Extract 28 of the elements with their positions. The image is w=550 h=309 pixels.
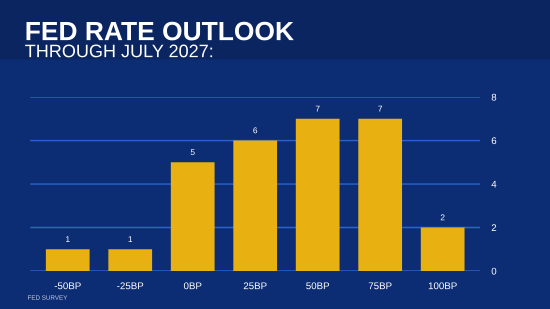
x-tick-label: 100BP xyxy=(428,282,457,290)
data-label: 6 xyxy=(253,127,258,134)
x-tick-label: 75BP xyxy=(368,282,392,290)
data-label: 5 xyxy=(190,149,195,156)
bar xyxy=(108,249,152,271)
data-label: 1 xyxy=(128,236,132,242)
data-label: 1 xyxy=(66,236,70,242)
x-tick-label: 0BP xyxy=(184,282,202,290)
bar xyxy=(170,162,215,271)
bar xyxy=(46,249,90,271)
y-tick-label: 2 xyxy=(492,224,496,232)
bar xyxy=(233,140,278,271)
chart-subtitle: THROUGH JULY 2027: xyxy=(25,44,212,58)
y-tick-label: 8 xyxy=(492,94,496,101)
bar xyxy=(420,228,465,271)
y-tick-label: 6 xyxy=(492,137,496,144)
bar xyxy=(296,118,340,271)
x-tick-label: 50BP xyxy=(306,282,330,290)
bar xyxy=(358,118,402,271)
data-label: 7 xyxy=(378,106,382,112)
y-tick-label: 0 xyxy=(492,268,496,275)
x-tick-label: 25BP xyxy=(244,282,267,290)
data-label: 7 xyxy=(316,106,320,112)
x-tick-label: -50BP xyxy=(54,282,81,290)
data-label: 2 xyxy=(440,214,445,220)
chart-title: FED RATE OUTLOOK xyxy=(26,22,294,40)
x-tick-label: -25BP xyxy=(117,282,144,290)
y-tick-label: 4 xyxy=(491,180,496,188)
